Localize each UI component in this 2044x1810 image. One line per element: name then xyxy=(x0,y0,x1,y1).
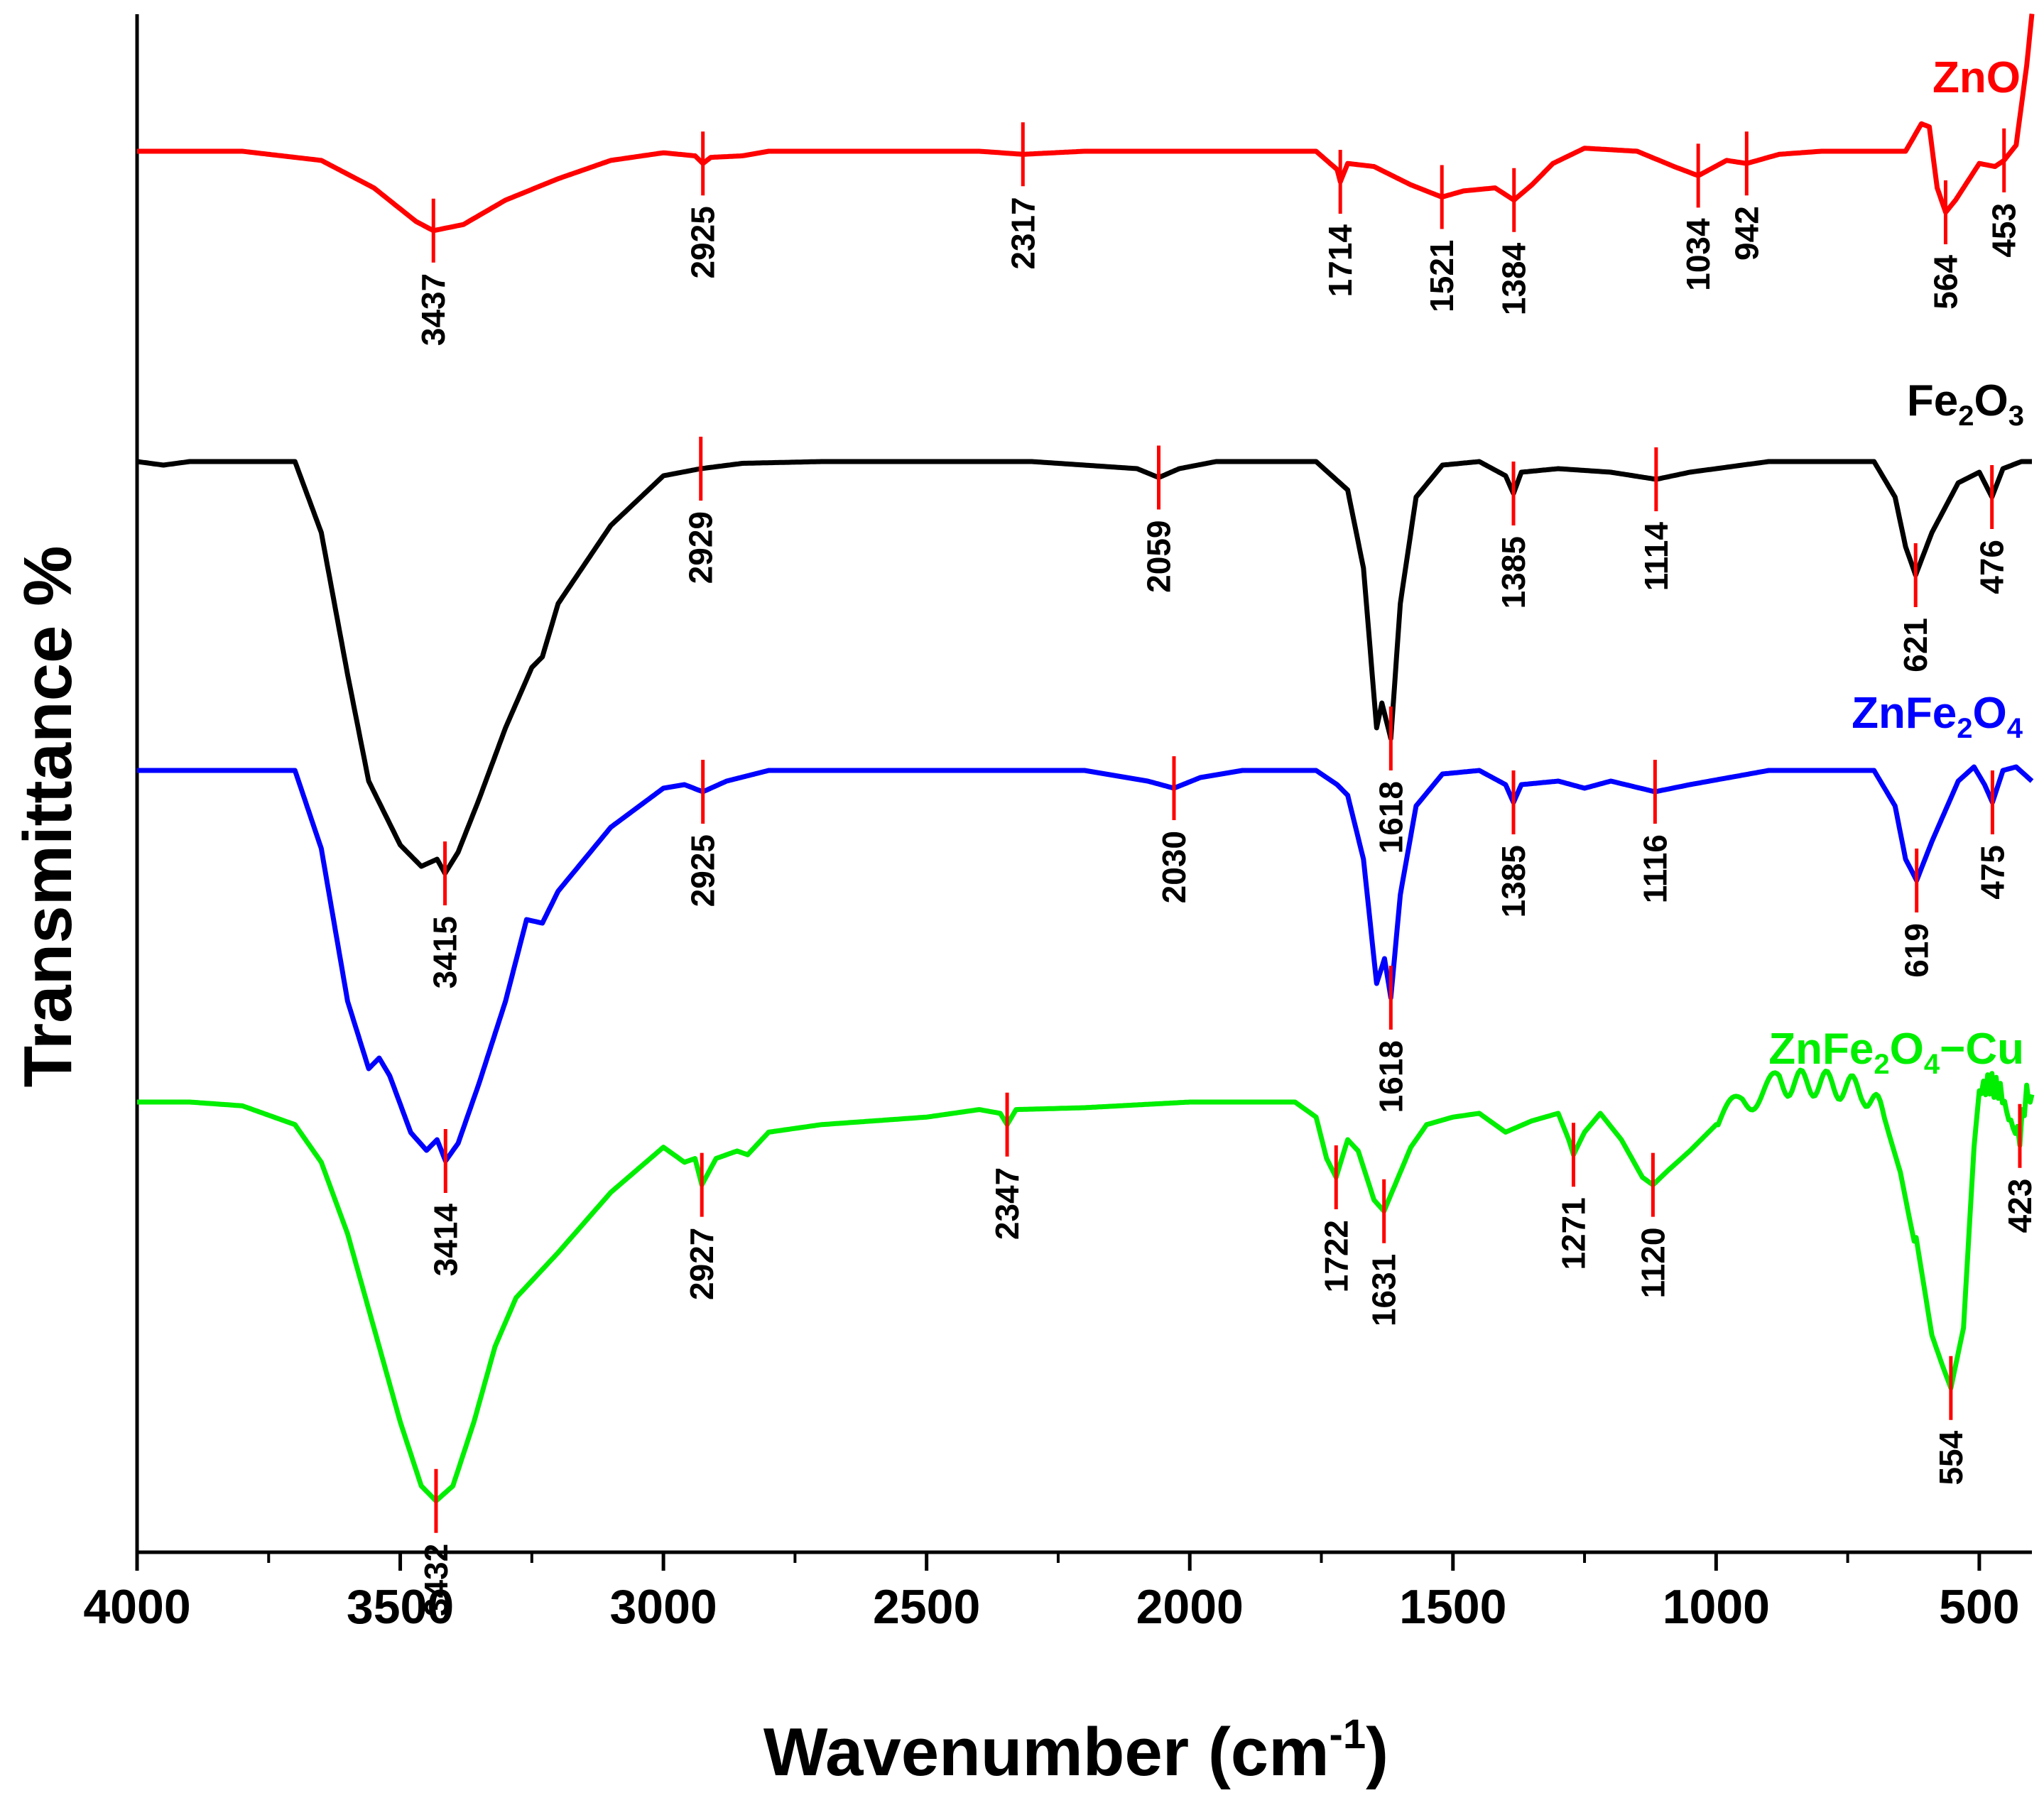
series-name-3: ZnFe2O4−Cu xyxy=(1768,1025,2024,1080)
x-axis: 4000 3500 3000 2500 2000 1500 1000 500 xyxy=(83,1552,2020,1634)
peak-label: 2927 xyxy=(683,1228,720,1300)
peak-label: 1722 xyxy=(1317,1220,1354,1292)
series-layer xyxy=(136,13,2035,1504)
peak-label: 3432 xyxy=(418,1544,455,1616)
peak-label: 1631 xyxy=(1366,1254,1403,1326)
peak-label: 1385 xyxy=(1495,536,1532,609)
series-name-0: ZnO xyxy=(1932,53,2021,102)
peak-label: 1114 xyxy=(1638,522,1675,591)
peak-label: 1385 xyxy=(1495,845,1532,917)
peak-label: 621 xyxy=(1897,618,1934,672)
series-line-2 xyxy=(136,764,2034,1164)
x-title-main: Wavenumber (cm xyxy=(763,1714,1330,1790)
x-title-close: ) xyxy=(1366,1714,1388,1790)
x-tick-label: 3500 xyxy=(347,1580,454,1634)
peak-label: 475 xyxy=(1974,845,2011,900)
peak-label: 1384 xyxy=(1496,242,1533,315)
x-tick-label: 500 xyxy=(1939,1580,2019,1634)
peak-label: 453 xyxy=(1986,203,2023,258)
peak-label: 1271 xyxy=(1555,1197,1592,1270)
x-tick-label: 4000 xyxy=(83,1580,190,1634)
peak-label: 1120 xyxy=(1634,1228,1671,1299)
series-names: ZnO Fe2O3 ZnFe2O4 ZnFe2O4−Cu xyxy=(1768,53,2024,1080)
peak-label: 2925 xyxy=(685,834,722,907)
peak-label: 1521 xyxy=(1423,240,1460,312)
peak-label: 3415 xyxy=(427,916,464,988)
series-line-1 xyxy=(136,459,2033,876)
peak-label: 2059 xyxy=(1140,520,1177,593)
peak-label: 554 xyxy=(1932,1430,1969,1485)
peak-label: 2929 xyxy=(683,511,719,584)
peak-label: 1116 xyxy=(1636,834,1673,903)
peak-label: 3414 xyxy=(427,1204,464,1277)
x-axis-title: Wavenumber (cm-1) xyxy=(763,1711,1388,1790)
peak-markers xyxy=(431,122,2022,1533)
peak-label: 2317 xyxy=(1004,197,1041,269)
peak-label: 1714 xyxy=(1322,224,1359,298)
peak-label: 564 xyxy=(1927,255,1964,310)
peak-label: 1034 xyxy=(1680,218,1717,291)
peak-label: 423 xyxy=(2001,1179,2038,1233)
peak-label: 1618 xyxy=(1372,781,1409,854)
series-line-0 xyxy=(136,13,2035,234)
peak-label: 476 xyxy=(1974,540,2011,594)
peak-label: 619 xyxy=(1898,923,1935,978)
x-title-sup: -1 xyxy=(1330,1711,1366,1757)
x-tick-label: 1000 xyxy=(1663,1580,1770,1634)
series-name-1: Fe2O3 xyxy=(1907,376,2024,432)
peak-labels: 3437 2925 2317 1714 1521 1384 1034 942 564 453 341… xyxy=(415,197,2038,1616)
peak-label: 2347 xyxy=(989,1167,1026,1240)
peak-label: 2925 xyxy=(685,206,722,278)
x-tick-label: 2000 xyxy=(1136,1580,1244,1634)
x-tick-label: 3000 xyxy=(609,1580,717,1634)
x-tick-label: 2500 xyxy=(873,1580,980,1634)
peak-label: 2030 xyxy=(1156,831,1192,903)
series-line-3 xyxy=(136,1067,2035,1504)
peak-label: 942 xyxy=(1728,206,1765,261)
peak-label: 3437 xyxy=(415,273,452,346)
x-tick-label: 1500 xyxy=(1399,1580,1506,1634)
y-axis-title: Transmittance % xyxy=(10,546,86,1088)
series-name-2: ZnFe2O4 xyxy=(1852,689,2023,744)
peak-label: 1618 xyxy=(1372,1040,1409,1113)
